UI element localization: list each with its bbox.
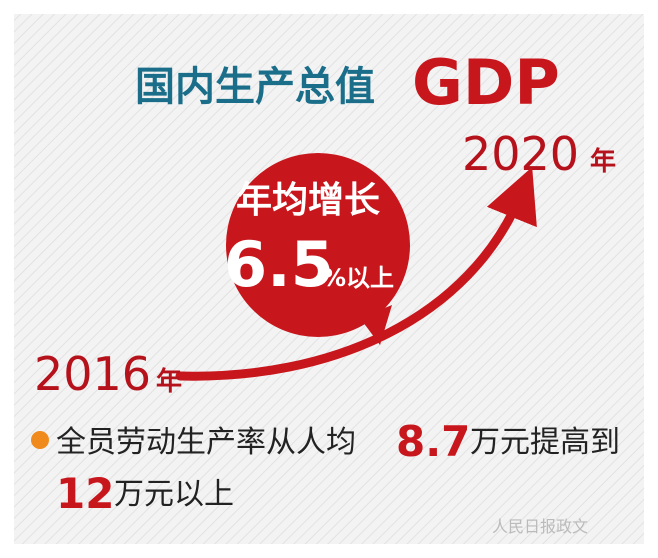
end-year: 2020 xyxy=(462,127,579,181)
end-year-unit: 年 xyxy=(590,146,616,177)
bubble-tail xyxy=(360,305,392,345)
bullet xyxy=(31,431,49,449)
note-to-value: 12 xyxy=(56,469,114,518)
growth-arrow xyxy=(175,166,537,381)
watermark: 人民日报政文 xyxy=(492,517,588,536)
start-year: 2016 xyxy=(34,347,151,401)
growth-suffix: %以上 xyxy=(322,264,394,292)
growth-value: 6.5 xyxy=(224,228,334,301)
title-acronym: GDP xyxy=(412,46,560,119)
note-middle: 万元提高到 xyxy=(470,425,620,460)
start-year-unit: 年 xyxy=(156,366,182,397)
growth-bubble xyxy=(226,153,410,337)
growth-label: 年均增长 xyxy=(236,180,380,221)
title: 国内生产总值 xyxy=(135,64,375,110)
note-from-value: 8.7 xyxy=(396,417,470,466)
note-text: 全员劳动生产率从人均 xyxy=(56,425,356,460)
note-end: 万元以上 xyxy=(114,477,234,512)
